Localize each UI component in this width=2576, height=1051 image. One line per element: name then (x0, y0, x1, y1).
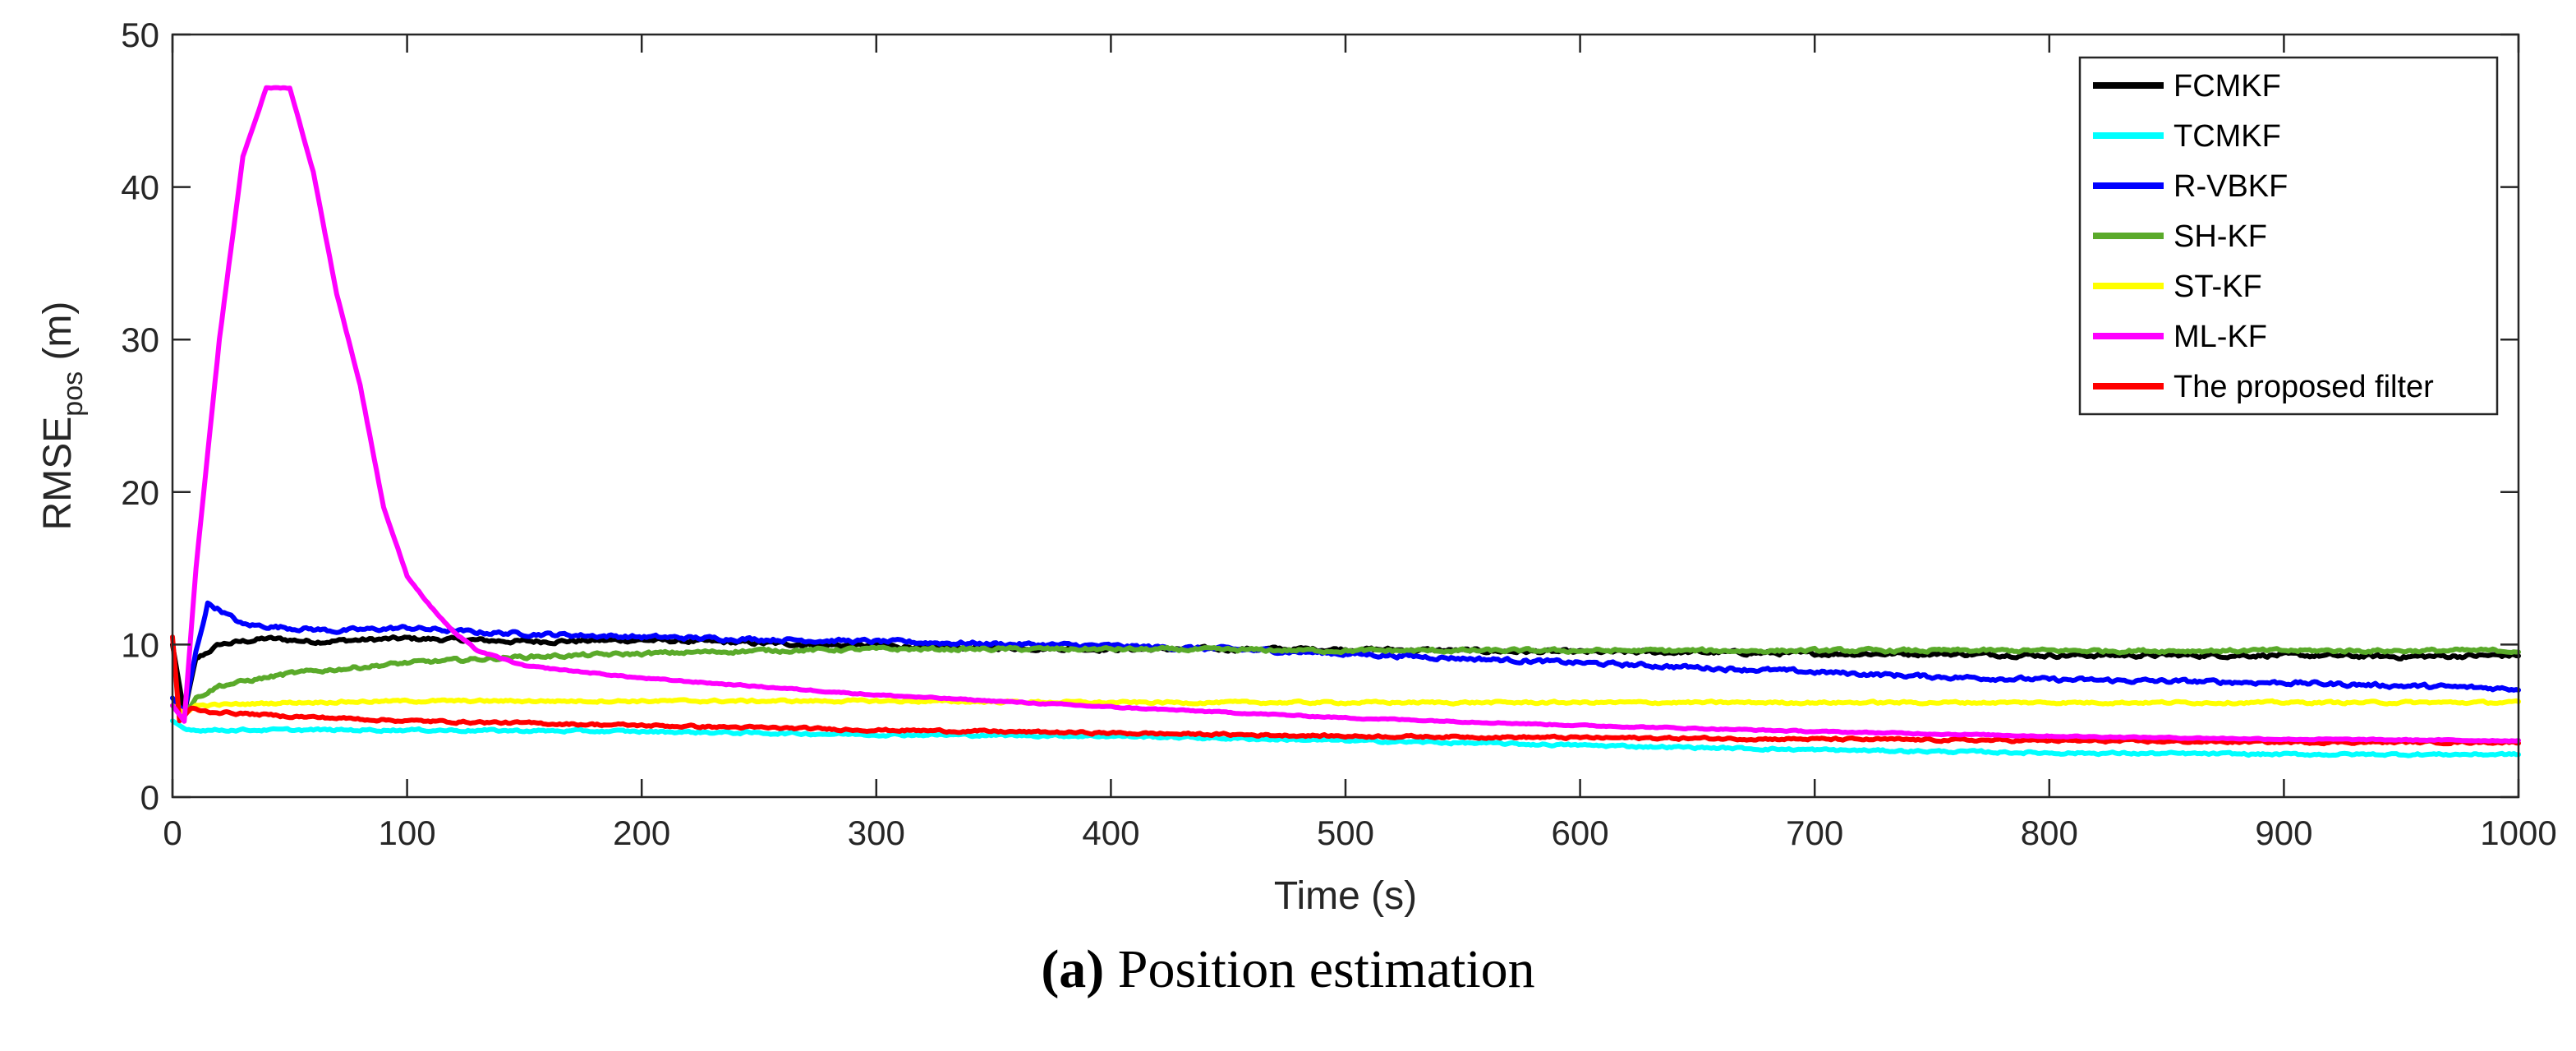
series-line-r-vbkf (170, 600, 2521, 715)
x-tick-label: 500 (1317, 814, 1374, 852)
y-axis-title: RMSEpos (m) (36, 302, 89, 531)
x-tick-label: 300 (848, 814, 905, 852)
y-tick-label: 30 (121, 320, 159, 359)
caption-text: Position estimation (1104, 939, 1535, 999)
figure-caption: (a) Position estimation (0, 938, 2576, 1001)
y-axis-title-subscript: pos (58, 371, 89, 417)
x-tick-label: 700 (1786, 814, 1843, 852)
legend-label-the-proposed-filter: The proposed filter (2174, 370, 2434, 404)
x-tick-label: 900 (2255, 814, 2312, 852)
ticks-layer: 0 100 200 300 400 500 600 700 800 900 1000 0 10 20 30 4… (121, 16, 2556, 852)
series-line-sh-kf (170, 644, 2521, 718)
legend-label-sh-kf: SH-KF (2174, 219, 2267, 254)
x-tick-label: 600 (1552, 814, 1609, 852)
x-tick-label: 1000 (2480, 814, 2556, 852)
y-tick-label: 40 (121, 168, 159, 207)
y-axis-title-main: RMSE (36, 417, 80, 531)
x-axis-title: Time (s) (1274, 874, 1417, 918)
series-line-ml-kf (170, 85, 2521, 744)
legend-label-fcmkf: FCMKF (2174, 69, 2281, 104)
y-axis-title-unit: (m) (36, 302, 80, 371)
series-line-tcmkf (170, 718, 2521, 758)
legend-label-ml-kf: ML-KF (2174, 320, 2267, 354)
x-tick-label: 200 (613, 814, 670, 852)
x-tick-label: 800 (2021, 814, 2078, 852)
legend-label-r-vbkf: R-VBKF (2174, 169, 2288, 204)
x-tick-label: 0 (163, 814, 182, 852)
series-line-st-kf (170, 697, 2521, 716)
y-tick-label: 20 (121, 473, 159, 512)
legend-label-st-kf: ST-KF (2174, 270, 2262, 304)
legend-label-tcmkf: TCMKF (2174, 119, 2281, 154)
caption-label: (a) (1041, 939, 1105, 999)
series-layer (170, 85, 2521, 758)
x-tick-label: 100 (379, 814, 436, 852)
x-tick-label: 400 (1082, 814, 1139, 852)
legend: FCMKF TCMKF R-VBKF SH-KF ST-KF ML-KF The propo… (2078, 56, 2499, 416)
y-tick-label: 50 (121, 16, 159, 54)
y-tick-label: 0 (140, 778, 159, 817)
y-tick-label: 10 (121, 625, 159, 664)
